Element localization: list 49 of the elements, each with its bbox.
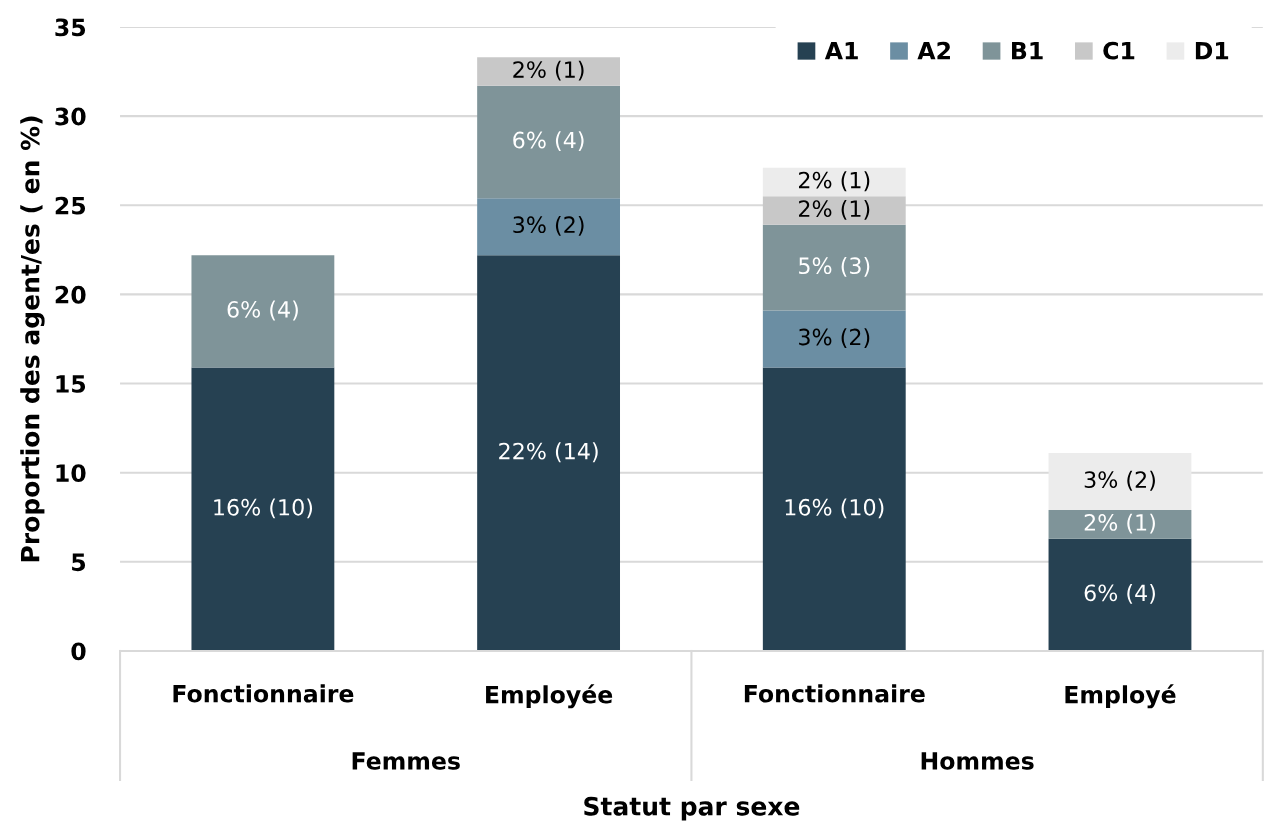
y-tick-label: 10 [56,464,86,482]
y-tick-label: 30 [55,107,86,126]
legend-label: A2 [917,41,950,60]
bar [762,224,906,311]
data-label: 3% (2) [513,215,584,236]
y-tick-label: 25 [55,196,86,215]
data-label: 16% (10) [785,498,884,519]
legend-label: D1 [1195,42,1229,60]
data-label: 3% (2) [799,328,870,349]
legend-label: B1 [1012,42,1043,60]
bar [762,310,906,368]
y-tick-label: 5 [72,553,86,572]
data-label: 3% (2) [1084,470,1155,491]
data-label: 2% (1) [799,171,870,192]
x-tick-label: Fonctionnaire [173,684,354,703]
data-label: 16% (10) [214,498,313,519]
text: Hommes [921,752,1034,770]
data-label: 2% (1) [799,199,870,220]
y-axis-title: Proportion des agent/es ( en %) [20,116,45,562]
bar [477,255,621,651]
bar [477,198,621,256]
bar [1048,453,1192,511]
data-label: 6% (4) [513,131,584,152]
x-tick-label: Fonctionnaire [744,684,925,703]
y-tick-label: 15 [56,375,86,393]
bar [477,57,621,86]
x-tick-label: Employé [1065,684,1176,709]
data-label: 2% (1) [1084,513,1155,534]
bar [762,367,906,651]
bar [762,196,906,225]
x-tick-label: Employée [486,684,613,709]
data-label: 5% (3) [799,256,870,277]
y-tick-label: 35 [55,18,86,37]
bar [1048,510,1192,539]
bar [762,167,906,197]
legend-label: A1 [824,42,858,60]
bar [1048,538,1192,651]
y-tick-label: 20 [55,285,86,304]
x-axis-title: Statut par sexe [584,796,800,821]
data-label: 6% (4) [227,300,298,321]
bar [477,85,621,199]
data-label: 22% (14) [499,442,598,463]
bar [191,367,335,651]
data-label: 6% (4) [1084,584,1155,604]
y-tick-label: 0 [71,642,86,661]
legend-label: C1 [1103,41,1135,60]
bar [191,255,335,368]
text: Femmes [352,752,460,770]
data-label: 2% (1) [513,60,584,81]
